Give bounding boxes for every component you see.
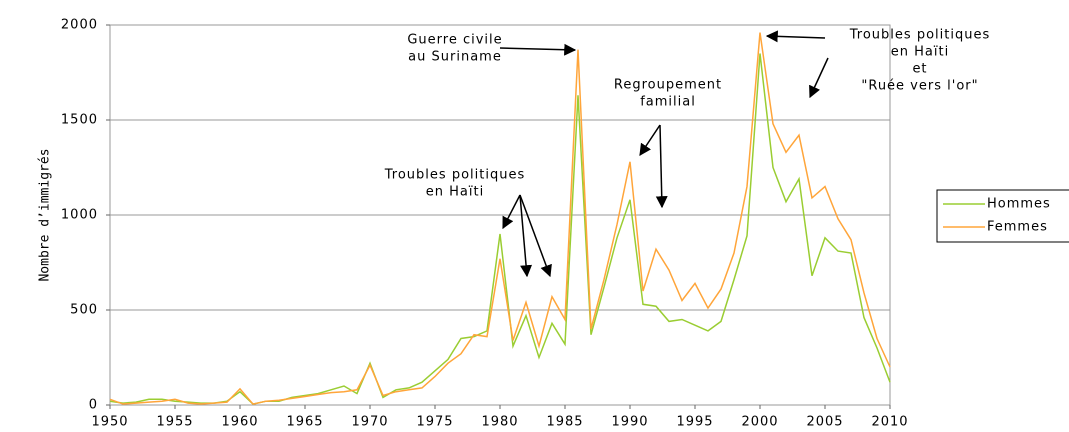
annotation: familial [640,95,696,110]
y-tick-label: 500 [70,303,98,318]
annotation-arrow [765,30,826,43]
annotation: Troubles politiques [384,168,525,183]
legend-box [936,189,1069,243]
legend-label: Hommes [987,197,1051,212]
annotation-arrow [519,194,533,278]
annotation: Guerre civile [407,33,502,48]
series-line [109,53,891,405]
annotation-arrow [502,194,521,230]
x-tick-label: 1985 [546,415,583,430]
annotation-arrow [639,124,661,156]
annotation-arrow [809,57,829,99]
annotation: Troubles politiques [849,28,990,43]
x-tick-label: 1975 [416,415,453,430]
y-tick-label: 0 [89,398,98,413]
y-axis-label: Nombre d’immigrés [38,148,53,281]
annotation: en Haïti [426,185,484,200]
x-tick-label: 1995 [676,415,713,430]
x-tick-label: 1960 [221,415,258,430]
x-tick-label: 2005 [806,415,843,430]
legend-label: Femmes [987,220,1048,235]
x-tick-label: 1970 [351,415,388,430]
annotation: au Suriname [408,50,502,65]
x-tick-label: 2010 [871,415,908,430]
x-tick-label: 1990 [611,415,648,430]
annotation: "Ruée vers l'or" [861,79,978,94]
annotation-arrow [655,124,668,209]
x-tick-label: 1980 [481,415,518,430]
series-line [109,32,891,405]
y-tick-label: 1500 [61,113,98,128]
annotation: et [912,62,927,77]
y-tick-label: 1000 [61,208,98,223]
annotation: en Haïti [891,45,949,60]
annotation: Regroupement [614,78,722,93]
x-tick-label: 1965 [286,415,323,430]
y-tick-label: 2000 [61,18,98,33]
x-tick-label: 1950 [91,415,128,430]
annotation-arrow [519,194,552,278]
x-tick-label: 2000 [741,415,778,430]
x-tick-label: 1955 [156,415,193,430]
annotation-arrow [499,43,577,56]
